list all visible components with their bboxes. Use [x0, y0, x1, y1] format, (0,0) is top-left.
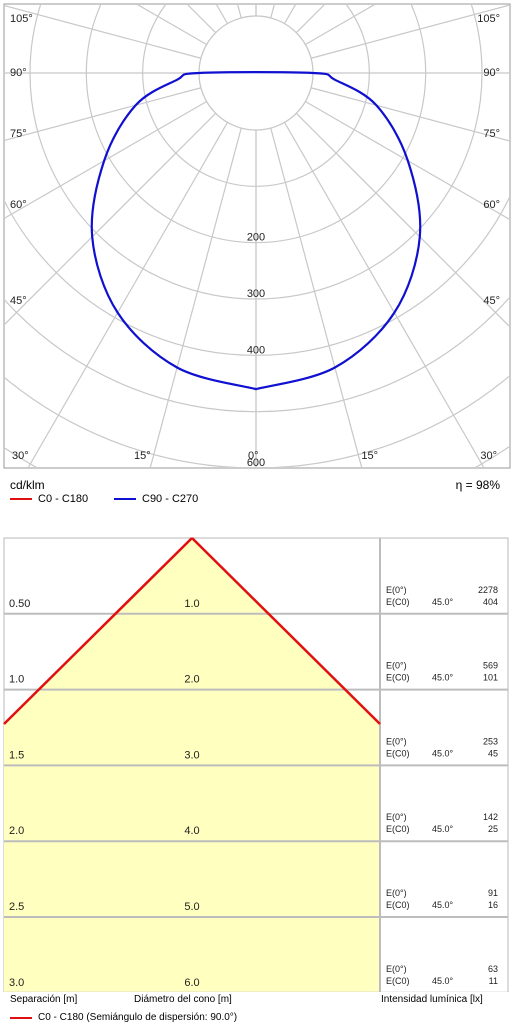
row-e0-value: 91: [488, 888, 498, 898]
angle-tick-label: 75°: [10, 128, 27, 140]
row-separation-value: 3.0: [9, 977, 24, 989]
column-label-separation: Separación [m]: [10, 994, 78, 1005]
cone-body: 0.50 1.0 E(0°) 2278 E(C0) 45.0° 404 1.0 2.0 E(0°)…: [3, 537, 509, 992]
polar-spoke: [5, 87, 202, 141]
row-ec0-label: E(C0): [386, 748, 410, 758]
legend-half-angle: C0 - C180 (Semiángulo de dispersión: 90.…: [10, 1012, 237, 1023]
angle-tick-label: 15°: [134, 450, 151, 462]
row-ec0-value: 404: [483, 597, 498, 607]
row-e0-label: E(0°): [386, 736, 407, 746]
row-ec0-value: 101: [483, 673, 498, 683]
polar-series-c90: [90, 71, 422, 391]
radial-tick-label: 600: [247, 457, 265, 469]
row-diameter-value: 2.0: [184, 674, 199, 686]
row-e0-label: E(0°): [386, 812, 407, 822]
row-ec0-angle: 45.0°: [432, 748, 454, 758]
polar-spoke: [295, 112, 509, 327]
angle-tick-label: 30°: [12, 450, 29, 462]
legend-c0: C0 - C180: [10, 493, 88, 505]
legend-swatch-c0: [10, 498, 32, 500]
row-e0-label: E(0°): [386, 888, 407, 898]
polar-spoke: [270, 127, 363, 467]
row-ec0-label: E(C0): [386, 673, 410, 683]
row-diameter-value: 6.0: [184, 977, 199, 989]
row-ec0-label: E(C0): [386, 597, 410, 607]
row-e0-label: E(0°): [386, 585, 407, 595]
row-ec0-value: 11: [489, 976, 498, 986]
legend-label-c0: C0 - C180: [38, 493, 89, 505]
radial-tick-label: 200: [247, 232, 265, 244]
row-ec0-angle: 45.0°: [432, 673, 454, 683]
polar-spoke: [5, 112, 217, 325]
row-separation-value: 1.0: [9, 674, 24, 686]
polar-diagram: 200 300 400 600 105° 90° 75° 60° 45° 30° 15° 0° 105°…: [3, 3, 511, 469]
row-e0-label: E(0°): [386, 964, 407, 974]
angle-tick-label: 75°: [483, 128, 500, 140]
angle-tick-label: 15°: [361, 450, 378, 462]
polar-spoke: [310, 87, 509, 142]
angle-tick-label: 90°: [10, 67, 27, 79]
legend-swatch-c90: [114, 498, 136, 500]
row-ec0-angle: 45.0°: [432, 824, 454, 834]
polar-labels: 200 300 400 600 105° 90° 75° 60° 45° 30° 15° 0° 105°…: [10, 13, 500, 469]
row-separation-value: 1.5: [9, 749, 24, 761]
row-e0-value: 569: [483, 661, 498, 671]
angle-tick-label: 90°: [483, 67, 500, 79]
efficiency-label: η = 98%: [455, 478, 500, 492]
row-separation-value: 2.5: [9, 901, 24, 913]
polar-spoke: [5, 5, 202, 59]
cone-edge-left: [3, 537, 193, 725]
row-ec0-value: 25: [488, 824, 498, 834]
angle-tick-label: 60°: [483, 199, 500, 211]
row-separation-value: 0.50: [9, 598, 30, 610]
row-ec0-label: E(C0): [386, 824, 410, 834]
angle-tick-label: 105°: [477, 13, 500, 25]
legend-swatch-half-angle: [10, 1016, 32, 1019]
polar-curve-group: [90, 71, 422, 391]
angle-tick-label: 45°: [10, 295, 27, 307]
row-e0-value: 142: [483, 812, 498, 822]
angle-tick-label: 45°: [483, 295, 500, 307]
polar-spoke: [305, 100, 509, 220]
row-e0-value: 2278: [478, 585, 498, 595]
row-diameter-value: 3.0: [184, 749, 199, 761]
legend-half-angle-label: C0 - C180 (Semiángulo de dispersión: 90.…: [38, 1012, 238, 1023]
polar-spoke: [310, 5, 509, 59]
row-diameter-value: 1.0: [184, 598, 199, 610]
cone-diagram: 0.50 1.0 E(0°) 2278 E(C0) 45.0° 404 1.0 2.0 E(0°)…: [3, 537, 509, 992]
angle-tick-label: 0°: [248, 450, 259, 462]
unit-label: cd/klm: [10, 478, 45, 492]
row-ec0-angle: 45.0°: [432, 597, 454, 607]
polar-spoke: [283, 122, 485, 467]
row-ec0-value: 16: [488, 900, 498, 910]
row-e0-label: E(0°): [386, 661, 407, 671]
row-diameter-value: 5.0: [184, 901, 199, 913]
angle-tick-label: 105°: [10, 13, 33, 25]
row-ec0-angle: 45.0°: [432, 976, 454, 986]
polar-spoke: [149, 127, 242, 467]
angle-tick-label: 30°: [480, 450, 497, 462]
polar-spoke: [5, 100, 207, 219]
row-e0-value: 63: [488, 964, 498, 974]
row-ec0-label: E(C0): [386, 976, 410, 986]
radial-tick-label: 400: [247, 344, 265, 356]
cone-edge-right: [191, 537, 381, 725]
row-e0-value: 253: [483, 736, 498, 746]
row-ec0-angle: 45.0°: [432, 900, 454, 910]
column-label-diameter: Diámetro del cono [m]: [134, 994, 232, 1005]
row-diameter-value: 4.0: [184, 825, 199, 837]
legend-c90: C90 - C270: [114, 493, 198, 505]
column-label-intensity: Intensidad lumínica [lx]: [381, 994, 483, 1005]
row-ec0-label: E(C0): [386, 900, 410, 910]
polar-spoke: [27, 122, 229, 467]
angle-tick-label: 60°: [10, 199, 27, 211]
row-ec0-value: 45: [488, 748, 498, 758]
radial-tick-label: 300: [247, 288, 265, 300]
row-separation-value: 2.0: [9, 825, 24, 837]
legend-label-c90: C90 - C270: [142, 493, 199, 505]
